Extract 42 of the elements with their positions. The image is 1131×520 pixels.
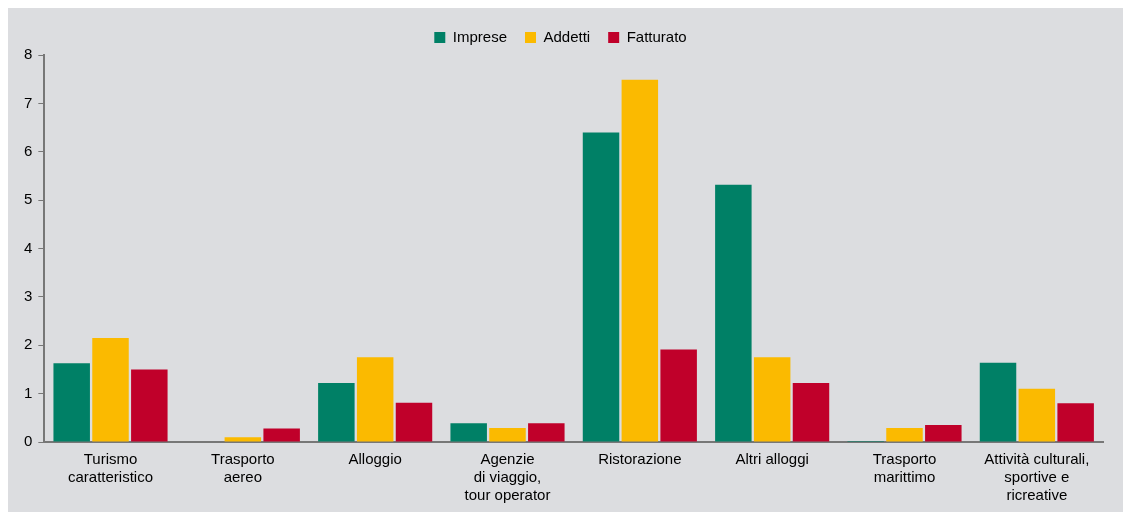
y-tick-label: 0 [24, 432, 33, 450]
bar [979, 362, 1017, 442]
x-tick-label: Trasporto marittimo [872, 450, 937, 486]
bar [660, 349, 697, 442]
bar [1057, 403, 1094, 442]
y-tick-label: 5 [24, 190, 33, 208]
y-tick-label: 7 [24, 93, 33, 111]
bar [53, 363, 90, 442]
bar [753, 357, 791, 442]
y-tick-label: 2 [24, 335, 33, 353]
bar [318, 382, 355, 442]
y-tick-label: 4 [24, 238, 33, 256]
y-tick-label: 1 [24, 383, 33, 401]
bar [92, 337, 129, 442]
y-tick-label: 3 [24, 287, 33, 305]
x-tick-label: Agenzie di viaggio, tour operator [464, 450, 551, 504]
bar [131, 369, 168, 442]
x-tick-label: Altri alloggi [735, 450, 809, 468]
legend-label: Addetti [543, 27, 591, 45]
x-tick-label: Alloggio [348, 450, 402, 468]
legend-label: Imprese [452, 27, 507, 45]
bar [224, 437, 262, 442]
bar [582, 132, 620, 442]
bar [489, 427, 526, 442]
bar [356, 357, 394, 442]
bar [395, 402, 433, 442]
x-tick-label: Trasporto aereo [211, 450, 275, 486]
x-tick-label: Turismo caratteristico [67, 450, 154, 486]
bar [621, 79, 659, 442]
y-tick-label: 6 [24, 141, 33, 159]
bar [1018, 388, 1056, 442]
y-tick-label: 8 [24, 45, 33, 63]
bar [715, 184, 752, 442]
legend-label: Fatturato [626, 27, 687, 45]
x-tick-label: Attività culturali, sportive e ricreative [984, 450, 1090, 504]
bar [886, 427, 923, 442]
bar [925, 425, 962, 442]
bar [528, 423, 565, 442]
bar [450, 423, 487, 442]
bar [792, 382, 830, 442]
x-tick-label: Ristorazione [598, 450, 682, 468]
bar [263, 428, 300, 442]
